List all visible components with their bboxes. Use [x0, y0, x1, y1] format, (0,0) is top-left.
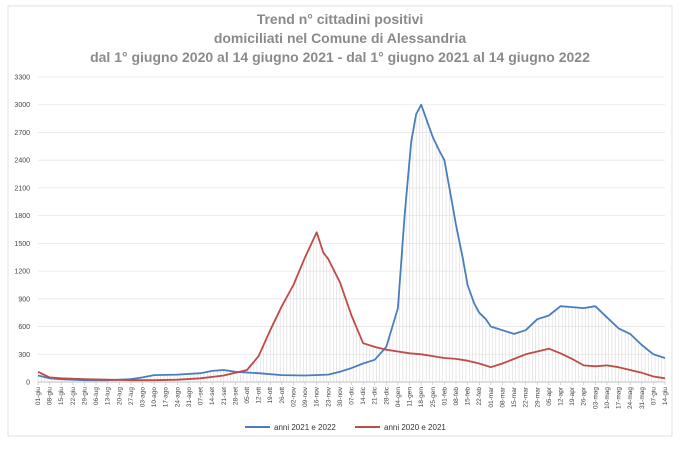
- x-tick-label: 17-mag: [616, 387, 623, 409]
- x-tick-label: 24-ago: [174, 387, 181, 408]
- x-tick-label: 15-feb: [465, 387, 472, 406]
- x-tick-label: 24-mag: [627, 387, 634, 409]
- chart-title-line-3: dal 1° giugno 2020 al 14 giugno 2021 - d…: [90, 49, 590, 65]
- x-tick-label: 26-ott: [279, 387, 286, 404]
- x-tick-label: 29-giu: [81, 387, 88, 405]
- y-tick-label: 900: [18, 296, 30, 303]
- x-tick-label: 01-mar: [488, 386, 495, 407]
- x-tick-label: 07-dic: [349, 386, 356, 404]
- y-tick-label: 1800: [14, 213, 30, 220]
- x-tick-label: 05-apr: [546, 386, 553, 406]
- x-tick-label: 10-mag: [604, 387, 611, 409]
- x-tick-label: 22-giu: [70, 387, 77, 405]
- x-tick-label: 17-ago: [163, 387, 170, 408]
- x-tick-label: 28-dic: [383, 386, 390, 404]
- x-tick-label: 21-set: [221, 387, 228, 405]
- x-tick-label: 29-mar: [534, 386, 541, 407]
- x-tick-label: 12-ott: [256, 387, 263, 404]
- y-tick-label: 2400: [14, 158, 30, 165]
- x-tick-label: 20-lug: [116, 387, 123, 405]
- x-tick-label: 06-lug: [93, 387, 100, 405]
- x-tick-label: 14-set: [209, 387, 216, 405]
- series-lines: [37, 103, 666, 382]
- x-tick-label: 22-feb: [476, 387, 483, 406]
- chart-title-line-1: Trend n° cittadini positivi: [257, 11, 424, 27]
- chart-title-line-2: domiciliati nel Comune di Alessandria: [214, 30, 467, 46]
- x-tick-label: 03-ago: [140, 387, 147, 408]
- x-tick-label: 25-gen: [430, 387, 437, 408]
- x-tick-label: 26-apr: [581, 386, 588, 406]
- y-axis-ticks: 0 300 600 900 1200 1500 1800 2100 2400 2700 3000 33…: [14, 75, 30, 387]
- x-tick-label: 23-nov: [325, 386, 332, 407]
- chart-frame: [7, 5, 673, 437]
- x-tick-label: 01-feb: [441, 387, 448, 406]
- x-tick-label: 19-apr: [569, 386, 576, 406]
- x-tick-label: 08-mar: [499, 386, 506, 407]
- x-tick-label: 16-nov: [314, 386, 321, 407]
- series-line-2020-2021: [37, 231, 666, 382]
- x-tick-label: 10-ago: [151, 387, 158, 408]
- x-tick-label: 14-dic: [360, 386, 367, 404]
- x-tick-label: 27-lug: [128, 387, 135, 405]
- x-tick-label: 04-gen: [395, 387, 402, 408]
- y-tick-label: 3300: [14, 75, 30, 82]
- x-tick-label: 30-nov: [337, 386, 344, 407]
- x-tick-label: 31-ago: [186, 387, 193, 408]
- x-axis-ticks: 01-giu 08-giu 15-giu 22-giu 29-giu 06-lug 13-l…: [35, 382, 669, 409]
- x-tick-label: 15-giu: [58, 387, 65, 405]
- x-tick-label: 08-giu: [47, 387, 54, 405]
- legend: anni 2021 e 2022 anni 2020 e 2021: [245, 423, 446, 432]
- x-tick-label: 15-mar: [511, 386, 518, 407]
- y-tick-label: 0: [26, 380, 30, 387]
- x-tick-label: 28-set: [232, 387, 239, 405]
- x-tick-label: 02-nov: [290, 386, 297, 407]
- x-tick-label: 03-mag: [592, 387, 599, 409]
- y-tick-label: 3000: [14, 102, 30, 109]
- legend-label-2020-2021: anni 2020 e 2021: [384, 423, 446, 432]
- x-tick-label: 31-mag: [639, 387, 646, 409]
- y-tick-label: 1200: [14, 269, 30, 276]
- x-tick-label: 18-gen: [418, 387, 425, 408]
- y-tick-label: 600: [18, 324, 30, 331]
- x-tick-label: 14-giu: [662, 387, 669, 405]
- y-tick-label: 1500: [14, 241, 30, 248]
- x-tick-label: 21-dic: [372, 386, 379, 404]
- x-tick-label: 12-apr: [558, 386, 565, 406]
- legend-label-2021-2022: anni 2021 e 2022: [274, 423, 336, 432]
- x-tick-label: 11-gen: [407, 387, 414, 407]
- x-tick-label: 01-giu: [35, 387, 42, 405]
- x-tick-label: 09-nov: [302, 386, 309, 407]
- series-line-2021-2022: [37, 103, 666, 382]
- y-tick-label: 2700: [14, 130, 30, 137]
- x-tick-label: 07-giu: [650, 387, 657, 405]
- x-tick-label: 22-mar: [523, 386, 530, 407]
- y-tick-label: 300: [18, 352, 30, 359]
- y-tick-label: 2100: [14, 185, 30, 192]
- x-tick-label: 07-set: [198, 387, 205, 405]
- x-tick-label: 05-ott: [244, 387, 251, 404]
- x-tick-label: 13-lug: [105, 387, 112, 405]
- x-tick-label: 08-feb: [453, 387, 460, 406]
- x-tick-label: 19-ott: [267, 387, 274, 404]
